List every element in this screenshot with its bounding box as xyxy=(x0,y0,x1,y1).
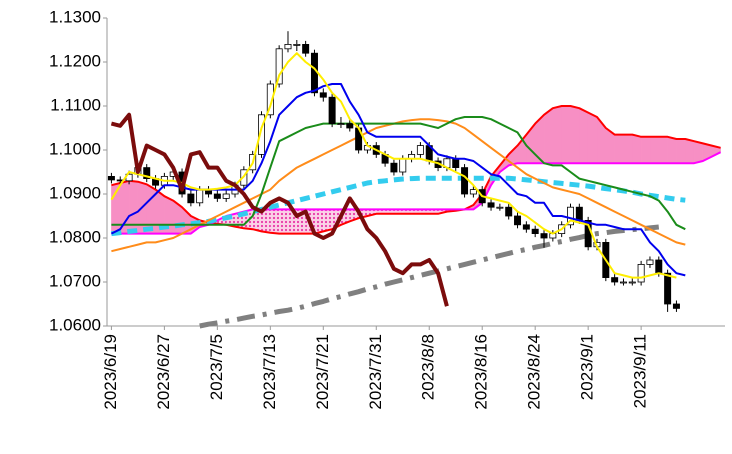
candle-body xyxy=(540,233,548,239)
candle-body xyxy=(107,175,115,181)
y-tick-label: 1.0700 xyxy=(49,271,101,290)
candle-body xyxy=(514,215,522,226)
line xyxy=(199,224,660,329)
cloud-fill xyxy=(640,136,651,164)
cloud-fill xyxy=(376,209,386,214)
cloud-fill xyxy=(649,136,660,164)
candle-body xyxy=(522,224,530,230)
x-tick-label: 2023/8/8 xyxy=(419,334,438,400)
y-tick-label: 1.1300 xyxy=(49,7,101,26)
y-tick-label: 1.1200 xyxy=(49,51,101,70)
candle-body xyxy=(258,114,265,155)
x-tick-label: 2023/7/21 xyxy=(313,334,332,410)
candle-body xyxy=(196,189,204,204)
candle-body xyxy=(346,123,354,129)
candle-body xyxy=(461,167,469,195)
x-tick-label: 2023/9/1 xyxy=(578,334,597,400)
line xyxy=(110,112,449,307)
cloud-fill xyxy=(411,209,421,214)
candle-body xyxy=(416,145,424,155)
cloud-fill xyxy=(146,183,156,234)
candle-body xyxy=(275,48,283,85)
cloud-fill xyxy=(632,134,642,164)
candle-body xyxy=(390,162,398,173)
line xyxy=(111,118,686,253)
candle-body xyxy=(266,83,274,116)
cloud-fill xyxy=(579,107,589,164)
x-tick-label: 2023/8/24 xyxy=(525,334,544,410)
x-tick-label: 2023/9/11 xyxy=(631,334,650,408)
cloud-fill xyxy=(693,140,704,164)
candle-body xyxy=(399,158,407,173)
cloud-fill xyxy=(676,138,686,164)
cloud-fill xyxy=(323,209,333,232)
cloud-fill xyxy=(402,209,412,214)
cloud-fill xyxy=(667,136,677,164)
candle-body xyxy=(319,92,327,98)
y-tick-label: 1.0800 xyxy=(49,227,101,246)
candle-body xyxy=(487,202,495,208)
line xyxy=(110,52,677,279)
candle-body xyxy=(452,158,460,169)
cloud-fill xyxy=(270,209,280,234)
cloud-fill xyxy=(393,209,403,214)
candle-body xyxy=(672,303,680,309)
candle-body xyxy=(619,281,627,284)
cloud-fill xyxy=(261,209,271,233)
candle-body xyxy=(302,44,310,54)
candle-body xyxy=(611,277,619,283)
candle-body xyxy=(284,44,292,50)
cloud-fill xyxy=(587,112,598,164)
cloud-fill xyxy=(561,105,571,164)
candle-body xyxy=(222,193,230,199)
candle-body xyxy=(531,228,539,234)
y-tick-label: 1.1000 xyxy=(49,139,101,158)
candle-body xyxy=(469,189,477,195)
candle-body xyxy=(143,167,151,180)
cloud-fill xyxy=(279,209,288,234)
x-tick-label: 2023/6/27 xyxy=(154,334,173,410)
candle-body xyxy=(213,193,221,199)
line xyxy=(111,116,686,231)
cloud-span-a xyxy=(111,105,721,235)
cloud-fill xyxy=(314,209,324,234)
cloud-fill xyxy=(658,136,668,164)
cloud-fill xyxy=(385,209,394,214)
candle-body xyxy=(575,206,583,221)
plot: 1.0600 1.0700 1.0800 1.0900 1.1000 1.1100 1.12… xyxy=(49,7,725,410)
x-tick-label: 2023/7/31 xyxy=(366,334,385,410)
candle-body xyxy=(187,193,195,204)
candle-body xyxy=(505,206,513,217)
candle-body xyxy=(646,259,654,265)
y-tick-label: 1.0600 xyxy=(49,315,101,334)
candle-body xyxy=(628,281,636,284)
cloud-fill xyxy=(429,209,439,214)
y-tick-label: 1.0900 xyxy=(49,183,101,202)
cloud-fill xyxy=(623,134,633,164)
candle-body xyxy=(664,272,672,305)
x-tick-label: 2023/8/16 xyxy=(472,334,491,410)
candle-body xyxy=(567,206,574,226)
cloud-fill xyxy=(552,105,562,164)
candle-body xyxy=(328,96,336,124)
candle-body xyxy=(655,259,663,274)
candle-body xyxy=(496,206,504,209)
candle-body xyxy=(337,123,345,125)
cloud-fill xyxy=(543,107,554,164)
candle-body xyxy=(293,44,301,46)
x-tick-label: 2023/6/19 xyxy=(101,334,120,410)
x-tick-label: 2023/7/13 xyxy=(260,334,279,410)
cloud-fill xyxy=(685,138,695,164)
cloud-fill xyxy=(614,134,624,164)
y-tick-label: 1.1100 xyxy=(50,95,101,114)
cloud-fill xyxy=(570,105,580,164)
candle-body xyxy=(310,52,318,94)
x-tick-label: 2023/7/5 xyxy=(207,334,226,400)
cloud-fill xyxy=(252,209,262,232)
cloud-fill xyxy=(420,209,430,214)
candle-body xyxy=(637,263,645,283)
